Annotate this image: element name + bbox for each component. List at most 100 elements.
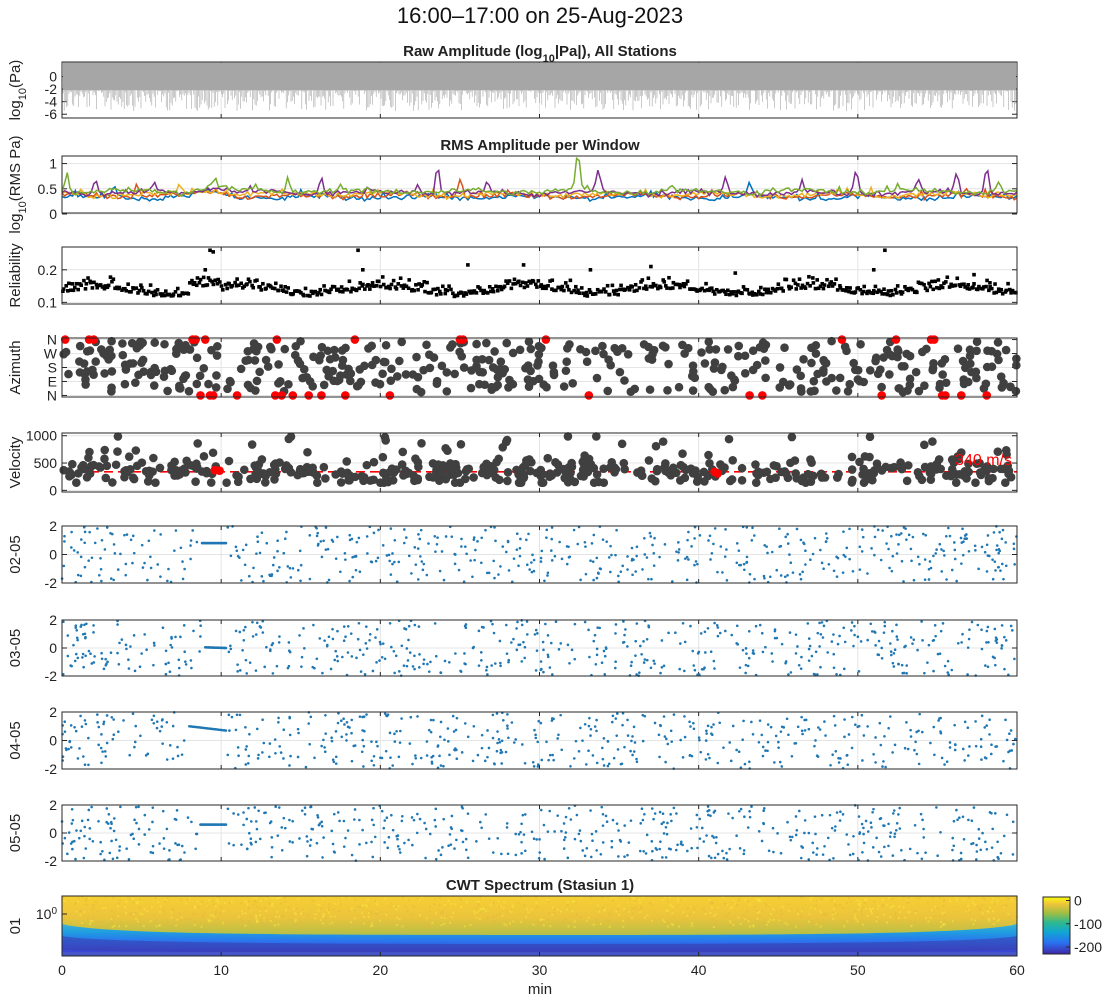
cwt-heatmap-cell [842, 907, 845, 910]
azimuth-point [811, 349, 821, 358]
phase-point [141, 566, 145, 569]
y-tick-label: -2 [45, 853, 58, 869]
azimuth-point [341, 343, 350, 353]
phase-point [830, 640, 834, 643]
phase-point [818, 728, 822, 731]
cwt-heatmap-cell [1008, 898, 1011, 901]
azimuth-point [342, 370, 351, 379]
phase-point [879, 743, 883, 747]
phase-point [963, 720, 967, 724]
velocity-point [847, 478, 857, 487]
phase-point [112, 543, 116, 546]
reliability-point [682, 284, 687, 289]
phase-point [90, 556, 94, 560]
reliability-point [944, 280, 948, 284]
phase-point [993, 560, 997, 563]
cwt-heatmap-cell [646, 914, 649, 917]
phase-point [843, 735, 846, 739]
cwt-heatmap-cell [786, 923, 789, 926]
phase-point [871, 810, 874, 814]
reliability-point [740, 291, 744, 296]
azimuth-point [1012, 360, 1021, 370]
phase-point [745, 652, 748, 655]
phase-point [227, 713, 231, 717]
cwt-heatmap-cell [758, 898, 761, 901]
velocity-point [234, 472, 243, 482]
phase-point [794, 652, 798, 655]
phase-point [681, 756, 685, 759]
phase-point [889, 642, 892, 645]
phase-point [995, 641, 999, 644]
phase-point [937, 719, 940, 722]
azimuth-point-highlight [270, 391, 280, 400]
cwt-heatmap-cell [482, 907, 485, 910]
reliability-point [847, 289, 851, 294]
cwt-heatmap-cell [981, 916, 984, 919]
phase-point [1002, 577, 1005, 581]
rms-series-line-3 [61, 183, 1018, 201]
cwt-heatmap-cell [882, 904, 885, 907]
reliability-point [663, 284, 668, 288]
cwt-heatmap-cell [868, 907, 871, 910]
phase-point [750, 720, 753, 724]
phase-point [79, 574, 83, 578]
cwt-heatmap-cell [1013, 897, 1016, 900]
cwt-heatmap-cell [176, 918, 179, 921]
phase-point [861, 851, 864, 854]
azimuth-point [467, 366, 476, 375]
phase-point [984, 840, 987, 844]
phase-point [946, 671, 950, 674]
phase-point [240, 579, 243, 582]
velocity-point [787, 432, 797, 442]
phase-point [607, 556, 611, 559]
azimuth-point [561, 366, 571, 376]
cwt-heatmap-cell [294, 920, 297, 923]
reliability-point [261, 281, 265, 286]
azimuth-point [442, 368, 452, 377]
phase-point [288, 715, 291, 719]
phase-point [278, 745, 282, 748]
phase-point [286, 565, 290, 568]
velocity-point [797, 476, 807, 486]
phase-point [705, 729, 708, 733]
cwt-heatmap-cell [691, 922, 694, 925]
phase-point [961, 632, 964, 636]
phase-point [523, 813, 527, 816]
cwt-heatmap-cell [193, 921, 196, 924]
cwt-heatmap-cell [726, 903, 729, 906]
phase-point [464, 626, 468, 630]
phase-point [988, 811, 992, 814]
cwt-heatmap-cell [354, 909, 357, 912]
reliability-point [661, 278, 666, 282]
cwt-heatmap-cell [339, 903, 342, 906]
phase-point [660, 639, 664, 642]
cwt-heatmap-cell [943, 898, 946, 901]
cwt-heatmap-cell [445, 915, 448, 918]
phase-point [491, 622, 494, 626]
phase-point [159, 533, 162, 536]
phase-point [63, 836, 67, 840]
phase-point [270, 845, 274, 849]
phase-point [866, 572, 869, 575]
phase-point [263, 811, 266, 815]
phase-point [913, 824, 917, 827]
cwt-heatmap-cell [474, 912, 477, 915]
phase-point [408, 651, 412, 654]
phase-point [884, 765, 887, 769]
azimuth-point-highlight [584, 391, 594, 400]
azimuth-point [195, 371, 205, 381]
phase-point [450, 814, 454, 818]
azimuth-point [299, 365, 309, 374]
phase-point [260, 531, 264, 535]
phase-point [687, 530, 690, 534]
cwt-heatmap-cell [898, 905, 901, 908]
phase-point [504, 750, 508, 754]
phase-point [106, 660, 109, 664]
phase-point [881, 529, 884, 532]
cwt-heatmap-cell [632, 897, 635, 900]
phase-point [127, 658, 130, 662]
reliability-point [216, 277, 221, 282]
cwt-heatmap-cell [799, 923, 802, 926]
cwt-heatmap-cell [800, 896, 803, 899]
reliability-point [345, 287, 350, 292]
